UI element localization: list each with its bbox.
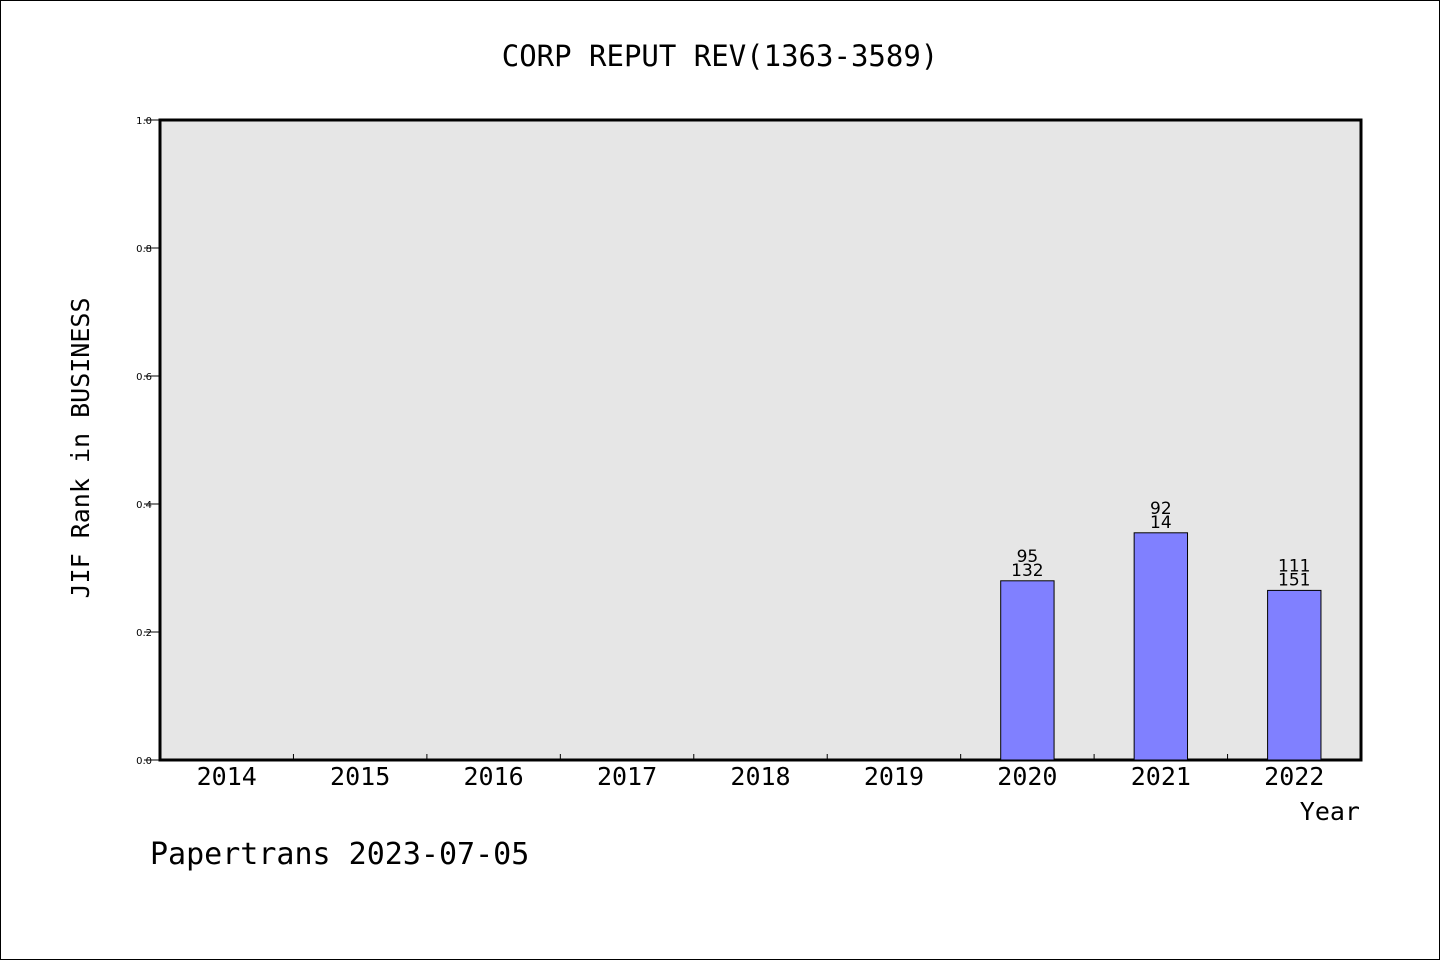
bar-label-top: 111: [1278, 556, 1310, 576]
bar-label-bottom: 132: [1011, 561, 1043, 581]
y-axis-label: JIF Rank in BUSINESS: [66, 297, 95, 598]
bar-label-bottom: 151: [1278, 570, 1310, 590]
bar-label-top: 92: [1150, 499, 1172, 519]
y-tick-label: 0.4: [136, 500, 152, 511]
y-tick-label: 0.8: [136, 244, 152, 255]
x-axis-ticks: 2014 2015 2016 2017 2018 2019 2020 2021 2022: [197, 754, 1324, 791]
y-tick-label: 1.0: [136, 116, 152, 127]
footer-text: Papertrans 2023-07-05: [150, 837, 529, 872]
x-axis-label: Year: [1300, 797, 1360, 826]
x-tick-label: 2016: [464, 762, 524, 791]
x-tick-label: 2020: [997, 762, 1057, 791]
x-tick-label: 2018: [730, 762, 790, 791]
x-tick-label: 2014: [197, 762, 257, 791]
y-tick-label: 0.0: [136, 756, 152, 767]
x-tick-label: 2017: [597, 762, 657, 791]
bar: [1267, 589, 1322, 761]
bar: [1000, 580, 1055, 761]
bar: [1133, 532, 1189, 761]
y-tick-label: 0.6: [136, 372, 152, 383]
x-tick-label: 2019: [864, 762, 924, 791]
y-tick-label: 0.2: [136, 628, 152, 639]
x-tick-label: 2021: [1131, 762, 1191, 791]
bar-label-top: 95: [1017, 547, 1039, 567]
bar-label-bottom: 14: [1150, 513, 1172, 533]
y-axis-ticks: 0.0 0.2 0.4 0.6 0.8 1.0: [136, 116, 160, 767]
x-tick-label: 2015: [330, 762, 390, 791]
x-tick-label: 2022: [1264, 762, 1324, 791]
chart-title: CORP REPUT REV(1363-3589): [502, 39, 939, 73]
